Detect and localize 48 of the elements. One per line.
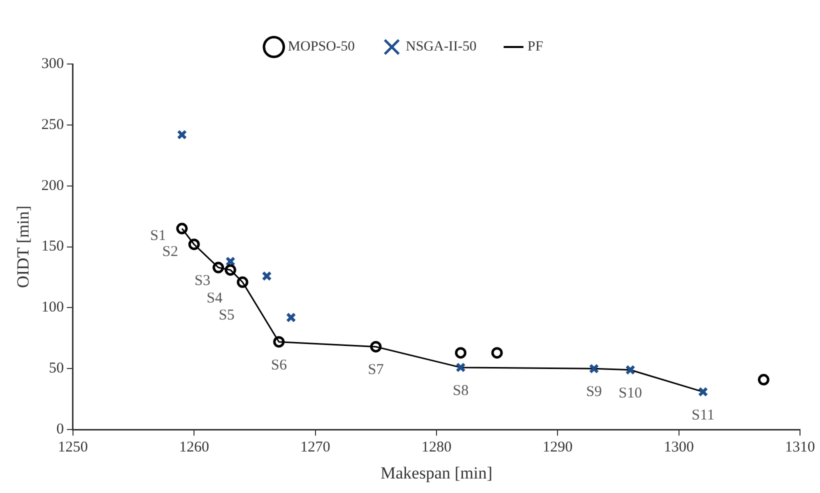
point bbox=[176, 222, 188, 234]
annotation: S8 bbox=[452, 382, 469, 399]
point bbox=[224, 264, 236, 276]
point bbox=[758, 374, 770, 386]
point bbox=[370, 340, 382, 352]
point bbox=[236, 276, 248, 288]
y-axis-title: OIDT [min] bbox=[14, 206, 33, 288]
annotation: S5 bbox=[218, 308, 235, 324]
annotation: S9 bbox=[586, 384, 602, 400]
annotation: S1 bbox=[150, 228, 166, 244]
point bbox=[456, 362, 466, 372]
y-tick-label: 200 bbox=[41, 178, 64, 194]
x-tick-label: 1300 bbox=[664, 440, 694, 456]
x-tick-label: 1290 bbox=[542, 440, 573, 456]
point bbox=[188, 238, 200, 250]
legend-label: MOPSO-50 bbox=[288, 40, 355, 55]
x-tick-label: 1310 bbox=[785, 440, 815, 456]
x-axis-title: Makespan [min] bbox=[380, 463, 492, 482]
y-tick-label: 0 bbox=[56, 422, 64, 438]
point bbox=[491, 347, 503, 359]
y-tick-label: 50 bbox=[48, 360, 64, 377]
annotation: S3 bbox=[194, 272, 210, 289]
y-tick-label: 300 bbox=[41, 56, 64, 72]
annotation: S2 bbox=[162, 244, 178, 260]
point bbox=[225, 256, 236, 266]
annotation: S6 bbox=[270, 357, 288, 374]
annotation: S11 bbox=[692, 407, 714, 424]
y-tick-label: 250 bbox=[41, 116, 64, 133]
y-tick-label: 150 bbox=[41, 238, 64, 255]
y-tick-label: 100 bbox=[41, 300, 64, 316]
point bbox=[262, 271, 272, 282]
point bbox=[286, 312, 296, 323]
point bbox=[625, 364, 636, 375]
x-tick-label: 1250 bbox=[58, 440, 88, 456]
x-tick-label: 1260 bbox=[179, 440, 210, 456]
legend-label: PF bbox=[528, 40, 544, 55]
point bbox=[176, 130, 187, 140]
annotation: S7 bbox=[368, 362, 384, 378]
point bbox=[273, 336, 285, 348]
x-tick-label: 1270 bbox=[300, 440, 330, 456]
point bbox=[212, 262, 224, 274]
point bbox=[454, 347, 466, 359]
x-tick-label: 1280 bbox=[421, 440, 452, 456]
annotation: S4 bbox=[206, 290, 223, 306]
annotation: S10 bbox=[618, 385, 642, 402]
legend-label: NSGA-II-50 bbox=[406, 40, 477, 55]
point bbox=[698, 386, 708, 397]
point bbox=[588, 364, 600, 374]
